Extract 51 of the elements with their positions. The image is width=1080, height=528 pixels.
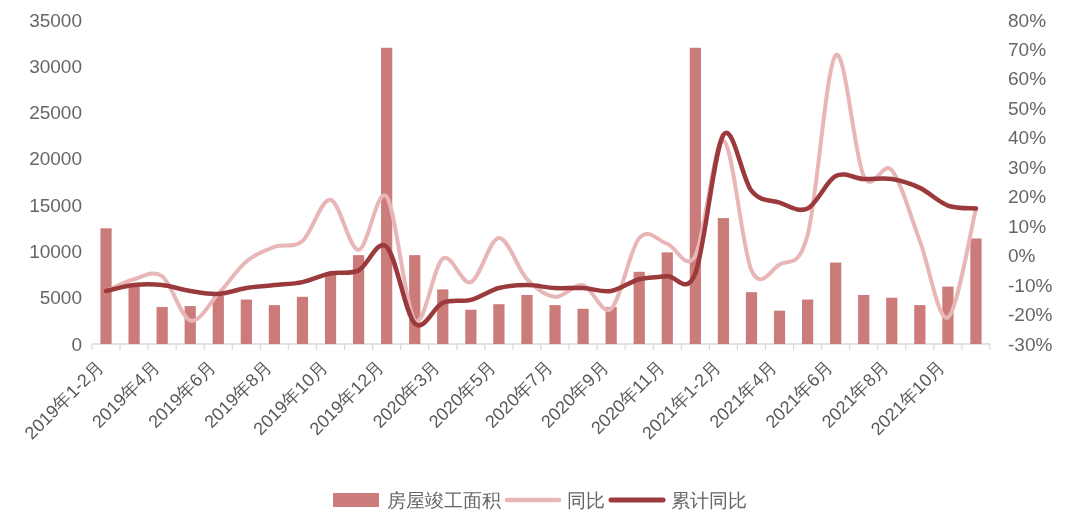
- bar: [128, 286, 140, 344]
- bar: [521, 294, 533, 344]
- bar: [465, 309, 477, 344]
- bar: [914, 305, 926, 344]
- bar: [549, 305, 561, 344]
- bar: [886, 297, 898, 344]
- y2-tick-label: 40%: [1008, 127, 1047, 149]
- bar: [268, 305, 281, 344]
- y2-tick-label: -20%: [1008, 304, 1053, 326]
- bar: [100, 228, 112, 344]
- bar: [717, 218, 730, 344]
- bar: [296, 296, 309, 344]
- bar: [352, 255, 365, 344]
- bar: [970, 238, 982, 344]
- y2-tick-label: 0%: [1008, 245, 1036, 267]
- y2-tick-label: -30%: [1008, 333, 1053, 355]
- y-tick-label: 10000: [29, 240, 82, 262]
- bar: [745, 292, 758, 344]
- bar: [661, 252, 673, 344]
- bar: [633, 271, 645, 344]
- y2-tick-label: 30%: [1008, 156, 1047, 178]
- y-tick-label: 35000: [29, 9, 82, 31]
- legend-label: 累计同比: [671, 489, 747, 511]
- bar: [324, 274, 337, 344]
- bar: [605, 306, 617, 344]
- bar: [773, 310, 786, 344]
- y-tick-label: 15000: [29, 194, 82, 216]
- bar: [801, 299, 814, 344]
- legend-label: 同比: [567, 489, 605, 511]
- bar: [689, 47, 701, 344]
- y2-tick-label: 60%: [1008, 68, 1047, 90]
- bar: [156, 306, 168, 344]
- y2-tick-label: -10%: [1008, 274, 1053, 296]
- y-tick-label: 25000: [29, 102, 82, 124]
- y-tick-label: 0: [71, 333, 82, 355]
- y-tick-label: 30000: [29, 55, 82, 77]
- bar: [212, 295, 224, 344]
- bar: [240, 299, 252, 344]
- y-tick-label: 5000: [39, 287, 82, 309]
- y2-tick-label: 10%: [1008, 215, 1047, 237]
- bar: [493, 304, 505, 344]
- bar: [577, 308, 589, 344]
- y2-tick-label: 80%: [1008, 9, 1047, 31]
- y-tick-label: 20000: [29, 148, 82, 170]
- y2-tick-label: 20%: [1008, 186, 1047, 208]
- legend-label: 房屋竣工面积: [387, 489, 501, 511]
- bar: [858, 294, 870, 344]
- y2-tick-label: 50%: [1008, 97, 1047, 119]
- bar: [381, 47, 393, 344]
- y2-tick-label: 70%: [1008, 38, 1047, 60]
- bar: [830, 262, 842, 344]
